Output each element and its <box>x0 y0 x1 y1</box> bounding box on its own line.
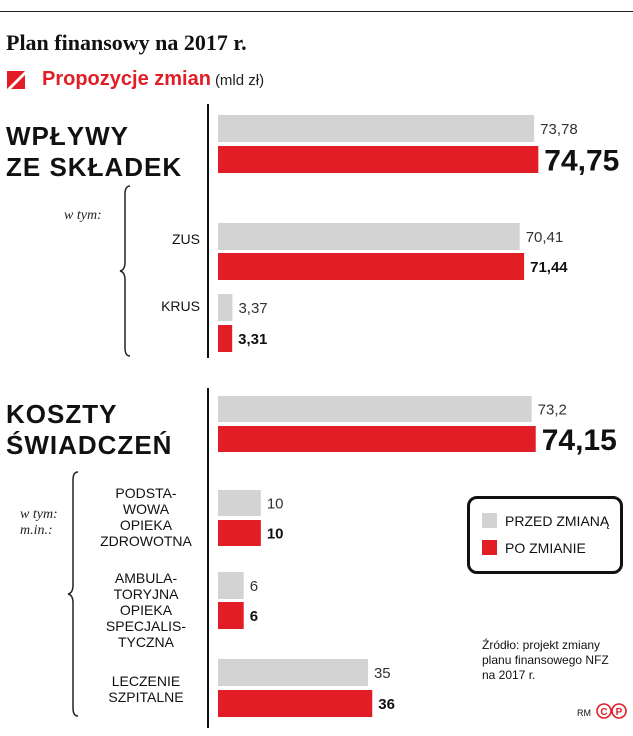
source-line3: na 2017 r. <box>482 668 536 682</box>
poz-label-line2: WOWA <box>122 501 170 517</box>
costs-label-line2: ŚWIADCZEŃ <box>6 430 173 460</box>
aos-label-line1: AMBULA- <box>114 570 178 586</box>
aos-label-line4: SPECJALIS- <box>105 618 187 634</box>
publisher-logo-icon: C P <box>596 703 627 719</box>
income-axis <box>207 104 209 358</box>
aos-label: AMBULA- TORYJNA OPIEKA SPECJALIS- TYCZNA <box>94 570 198 650</box>
costs-brace <box>67 471 79 717</box>
data-label-after-2: 3,31 <box>238 331 267 348</box>
szpital-label-line1: LECZENIE <box>111 673 181 689</box>
aos-label-line3: OPIEKA <box>119 602 173 618</box>
costs-axis <box>207 388 209 728</box>
data-label-before-6: 35 <box>374 665 391 682</box>
bar-after-5 <box>218 602 244 629</box>
source-line2: planu finansowego NFZ <box>482 653 609 667</box>
krus-label: KRUS <box>161 298 200 314</box>
bar-after-4 <box>218 520 261 546</box>
income-brace <box>119 185 131 357</box>
poz-label-line1: PODSTA- <box>115 485 177 501</box>
chart-subtitle: Propozycje zmian <box>42 68 211 90</box>
aos-label-line2: TORYJNA <box>113 586 179 602</box>
legend-label-after: PO ZMIANIE <box>505 540 586 556</box>
data-label-before-5: 6 <box>250 578 258 595</box>
source-note: Źródło: projekt zmiany planu finansowego… <box>482 638 609 683</box>
bar-after-3 <box>218 426 536 452</box>
szpital-label-line2: SZPITALNE <box>108 689 184 705</box>
income-label-line1: WPŁYWY <box>6 121 129 151</box>
data-label-after-3: 74,15 <box>542 424 617 457</box>
bar-after-2 <box>218 325 233 352</box>
data-label-after-6: 36 <box>378 696 395 713</box>
data-label-after-5: 6 <box>250 608 258 625</box>
bar-before-6 <box>218 659 368 686</box>
bar-before-0 <box>218 115 535 142</box>
szpital-label: LECZENIE SZPITALNE <box>94 673 198 705</box>
data-label-after-1: 71,44 <box>530 259 568 276</box>
author-initials: RM <box>577 708 591 718</box>
data-label-before-2: 3,37 <box>238 300 267 317</box>
flag-icon <box>7 71 25 89</box>
costs-subintro: w tym: m.in.: <box>20 507 58 539</box>
income-subintro: w tym: <box>64 208 102 223</box>
legend-item-after: PO ZMIANIE <box>482 540 586 556</box>
poz-label: PODSTA- WOWA OPIEKA ZDROWOTNA <box>94 485 198 549</box>
data-label-after-4: 10 <box>267 525 284 542</box>
bar-before-5 <box>218 572 244 599</box>
poz-label-line3: OPIEKA <box>119 517 173 533</box>
costs-subintro-line1: w tym: <box>20 507 58 522</box>
bar-before-4 <box>218 490 261 516</box>
bar-before-1 <box>218 223 520 250</box>
data-label-after-0: 74,75 <box>544 144 619 177</box>
aos-label-line5: TYCZNA <box>118 634 174 650</box>
income-label: WPŁYWY ZE SKŁADEK <box>6 121 182 183</box>
legend-label-before: PRZED ZMIANĄ <box>505 513 610 529</box>
chart-title: Plan finansowy na 2017 r. <box>6 30 247 55</box>
data-label-before-0: 73,78 <box>540 121 578 138</box>
zus-label: ZUS <box>172 231 200 247</box>
costs-label: KOSZTY ŚWIADCZEŃ <box>6 399 172 461</box>
data-label-before-1: 70,41 <box>526 229 564 246</box>
unit-label: (mld zł) <box>214 72 265 89</box>
top-rule <box>0 11 633 12</box>
poz-label-line4: ZDROWOTNA <box>100 533 192 549</box>
costs-label-line1: KOSZTY <box>6 399 118 429</box>
legend: PRZED ZMIANĄ PO ZMIANIE <box>467 496 623 574</box>
legend-swatch-before <box>482 513 497 528</box>
data-label-before-3: 73,2 <box>538 401 567 418</box>
svg-text:C: C <box>600 707 607 718</box>
bar-after-0 <box>218 146 539 173</box>
subtitle-block: Propozycje zmian (mld zł) <box>42 68 264 91</box>
bar-after-1 <box>218 253 525 280</box>
data-label-before-4: 10 <box>267 495 284 512</box>
bar-before-3 <box>218 396 532 422</box>
svg-text:P: P <box>616 707 623 718</box>
bar-after-6 <box>218 690 373 717</box>
legend-swatch-after <box>482 540 497 555</box>
bar-before-2 <box>218 294 233 321</box>
legend-item-before: PRZED ZMIANĄ <box>482 513 609 529</box>
source-line1: Źródło: projekt zmiany <box>482 638 601 652</box>
income-label-line2: ZE SKŁADEK <box>6 152 183 182</box>
costs-subintro-line2: m.in.: <box>20 523 53 538</box>
